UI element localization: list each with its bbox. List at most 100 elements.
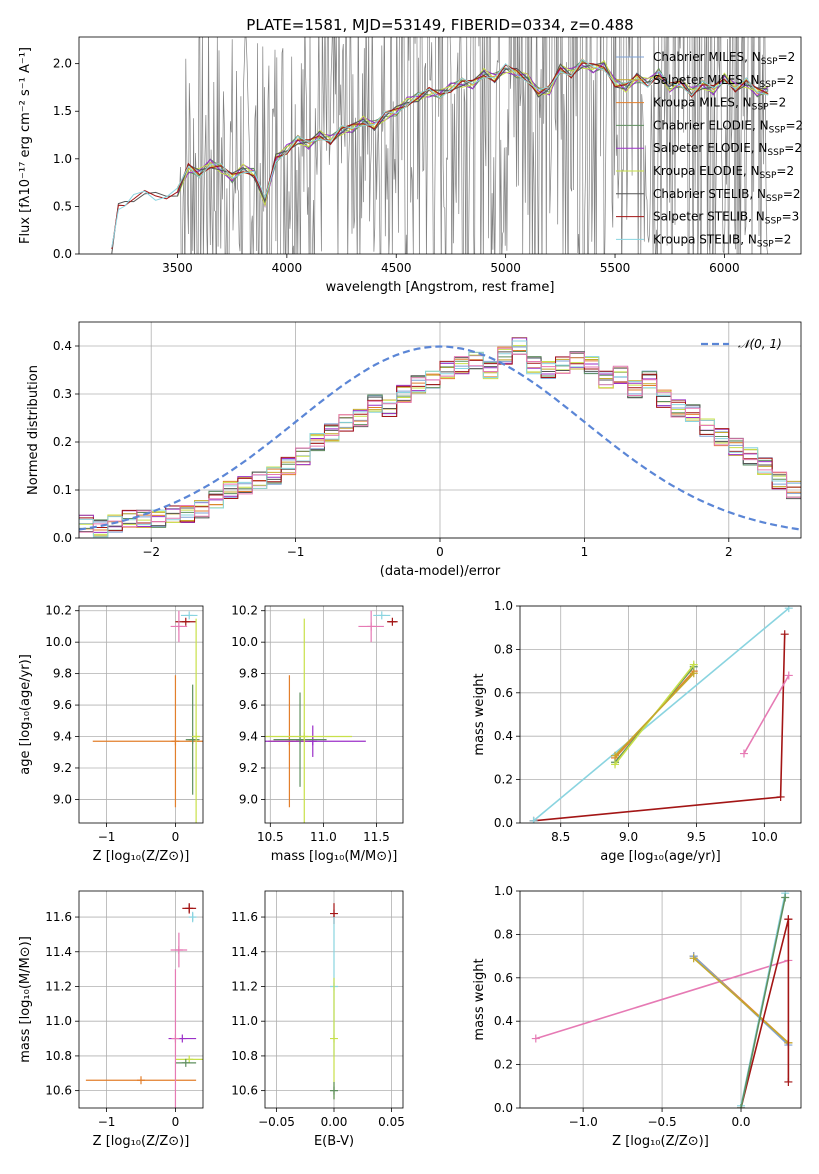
y-axis-label: mass weight — [472, 958, 487, 1040]
data-point — [185, 1055, 194, 1064]
histogram-pink — [79, 347, 801, 538]
y-tick-label: 11.4 — [45, 945, 72, 959]
y-tick-label: 0.3 — [53, 387, 72, 401]
data-point — [776, 792, 785, 801]
data-point — [300, 732, 309, 741]
y-tick-label: 0.8 — [494, 642, 513, 656]
data-point — [330, 1086, 338, 1095]
series-line — [535, 959, 789, 1040]
data-point — [780, 630, 789, 639]
y-axis-label: mass [log₁₀(M/M⊙)] — [18, 936, 33, 1063]
plot-area — [92, 610, 203, 823]
x-tick-label: 3500 — [162, 261, 193, 275]
y-axis-label: age [log₁₀(age/yr)] — [18, 654, 33, 775]
axes-frame — [264, 605, 404, 824]
y-tick-label: 11.6 — [45, 910, 72, 924]
data-point — [174, 622, 183, 631]
x-tick-label: 0 — [172, 830, 180, 844]
y-axis-label: Flux [fλ10⁻¹⁷ erg cm⁻² s⁻¹ A⁻¹] — [18, 47, 33, 244]
axes-frame — [78, 890, 204, 1109]
x-tick-label: 11.0 — [310, 830, 337, 844]
legend-label: Chabrier STELIB, NSSP=2 — [653, 187, 801, 204]
y-tick-label: 0.2 — [494, 1058, 513, 1072]
chart-mass_vs_ebv: −0.05 0.00 0.05 10.6 10.8 11.0 11.2 11.4 11.6 E(B… — [231, 890, 405, 1149]
data-point — [137, 1076, 145, 1085]
chart-residuals: −2 −1 0 1 2 0.0 0.1 0.2 0.3 0.4 𝒩(0, 1) (data-model… — [26, 321, 802, 579]
data-point — [185, 904, 194, 913]
data-point — [689, 669, 698, 678]
data-point — [171, 1034, 180, 1043]
y-tick-label: 11.4 — [231, 945, 258, 959]
plot-area — [85, 903, 203, 1108]
plot-area — [265, 610, 398, 823]
chart-weight_vs_Z: −1.0 −0.5 0.0 0.0 0.2 0.4 0.6 0.8 1.0 Z [log₁₀(Z/… — [472, 884, 802, 1149]
y-tick-label: 0.4 — [494, 729, 513, 743]
y-tick-label: 0.2 — [53, 435, 72, 449]
legend-label: 𝒩(0, 1) — [738, 337, 782, 351]
x-tick-label: 8.5 — [551, 830, 570, 844]
x-tick-label: 2 — [725, 545, 733, 559]
data-point — [739, 749, 748, 758]
y-tick-label: 10.8 — [231, 1049, 258, 1063]
y-tick-label: 0.4 — [494, 1014, 513, 1028]
data-point — [531, 1034, 540, 1043]
plot-area — [330, 903, 338, 1100]
legend-label: Kroupa MILES, NSSP=2 — [653, 96, 786, 113]
model-line-kroupa_stelib — [111, 58, 769, 248]
axes-frame — [78, 321, 802, 539]
x-tick-label: 10.5 — [257, 830, 284, 844]
axes-frame — [519, 605, 802, 824]
y-tick-label: 11.6 — [231, 910, 258, 924]
y-tick-label: 1.0 — [53, 152, 72, 166]
data-point — [330, 1034, 338, 1043]
model-line-salpeter_elodie — [177, 62, 769, 208]
data-point — [192, 732, 201, 741]
y-tick-label: 10.0 — [231, 635, 258, 649]
series-line — [614, 672, 695, 757]
axes-frame — [264, 890, 404, 1109]
data-point — [784, 915, 793, 924]
y-tick-label: 9.0 — [239, 792, 258, 806]
x-tick-label: −0.05 — [258, 1115, 295, 1129]
data-point — [174, 946, 183, 955]
y-tick-label: 9.4 — [239, 730, 258, 744]
data-point — [611, 760, 620, 769]
x-axis-label: E(B-V) — [314, 1134, 354, 1149]
data-point — [388, 617, 397, 626]
y-tick-label: 9.8 — [53, 667, 72, 681]
legend-label: Kroupa ELODIE, NSSP=2 — [653, 164, 794, 181]
y-tick-label: 0.8 — [494, 927, 513, 941]
x-tick-label: 6000 — [709, 261, 740, 275]
x-axis-label: Z [log₁₀(Z/Z⊙)] — [612, 1134, 709, 1149]
data-point — [171, 737, 180, 746]
x-tick-label: 0 — [172, 1115, 180, 1129]
chart-age_vs_Z: −1 0 9.0 9.2 9.4 9.6 9.8 10.0 10.2 Z [log₁₀(Z/Z⊙)… — [18, 604, 204, 864]
y-tick-label: 9.6 — [239, 698, 258, 712]
data-point — [781, 893, 790, 902]
series-line — [533, 607, 790, 822]
data-point — [308, 737, 317, 746]
legend-label: Kroupa STELIB, NSSP=2 — [653, 232, 791, 249]
x-tick-label: 0.0 — [731, 1115, 750, 1129]
series-line — [740, 919, 790, 1108]
x-tick-label: 0.05 — [378, 1115, 405, 1129]
y-tick-label: 10.8 — [45, 1049, 72, 1063]
plot-area — [79, 337, 801, 538]
x-tick-label: −1 — [287, 545, 305, 559]
x-tick-label: −1 — [98, 1115, 116, 1129]
x-tick-label: −2 — [142, 545, 160, 559]
data-point — [611, 751, 620, 760]
data-spectrum-line — [179, 37, 768, 254]
y-tick-label: 9.2 — [53, 761, 72, 775]
x-tick-label: −0.5 — [648, 1115, 677, 1129]
x-tick-label: 5000 — [490, 261, 521, 275]
y-tick-label: 9.4 — [53, 730, 72, 744]
x-axis-label: (data-model)/error — [380, 564, 501, 579]
chart-weight_vs_age: 8.5 9.0 9.5 10.0 0.0 0.2 0.4 0.6 0.8 1.0 age [log₁… — [472, 599, 802, 864]
data-point — [377, 611, 386, 620]
data-point — [181, 1058, 190, 1067]
x-axis-label: mass [log₁₀(M/M⊙)] — [271, 849, 398, 864]
legend-label: Chabrier MILES, NSSP=2 — [653, 50, 795, 67]
y-tick-label: 1.5 — [53, 104, 72, 118]
